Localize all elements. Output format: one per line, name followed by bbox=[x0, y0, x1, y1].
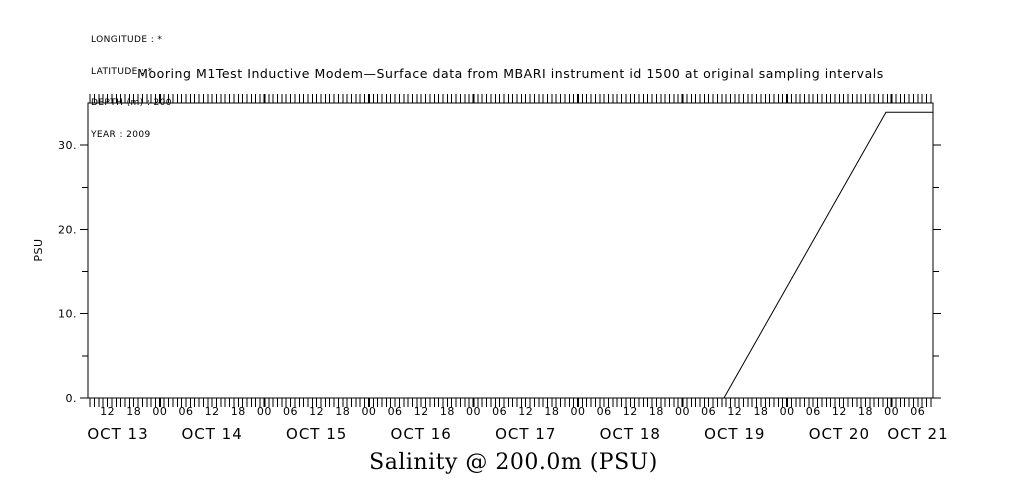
plot-frame bbox=[87, 102, 934, 399]
x-hour-label: 06 bbox=[597, 405, 612, 418]
x-hour-label: 06 bbox=[806, 405, 821, 418]
x-hour-label: 12 bbox=[832, 405, 847, 418]
x-hour-label: 12 bbox=[414, 405, 429, 418]
y-tick-label: 20. bbox=[58, 223, 77, 236]
x-hour-label: 18 bbox=[440, 405, 455, 418]
y-tick-label: 10. bbox=[58, 308, 77, 321]
x-hour-label: 00 bbox=[884, 405, 899, 418]
x-hour-label: 06 bbox=[388, 405, 403, 418]
x-hour-label: 06 bbox=[910, 405, 925, 418]
y-tick-label: 0. bbox=[66, 392, 78, 405]
x-date-label: OCT 19 bbox=[704, 425, 765, 443]
metadata-line-longitude: LONGITUDE : * bbox=[91, 35, 163, 45]
x-hour-label: 00 bbox=[780, 405, 795, 418]
x-hour-label: 18 bbox=[753, 405, 768, 418]
x-hour-label: 12 bbox=[518, 405, 533, 418]
x-date-label: OCT 16 bbox=[391, 425, 452, 443]
y-axis-title: PSU bbox=[32, 238, 45, 261]
x-hour-label: 00 bbox=[361, 405, 376, 418]
x-hour-label: 18 bbox=[231, 405, 246, 418]
x-date-label: OCT 18 bbox=[600, 425, 661, 443]
x-date-label: OCT 20 bbox=[809, 425, 870, 443]
x-hour-label: 18 bbox=[858, 405, 873, 418]
x-hour-label: 00 bbox=[675, 405, 690, 418]
x-hour-label: 06 bbox=[492, 405, 507, 418]
x-hour-label: 00 bbox=[257, 405, 272, 418]
x-hour-label: 12 bbox=[309, 405, 324, 418]
x-hour-label: 18 bbox=[335, 405, 350, 418]
metadata-line-year: YEAR : 2009 bbox=[91, 129, 151, 140]
x-date-label: OCT 17 bbox=[495, 425, 556, 443]
x-hour-label: 06 bbox=[701, 405, 716, 418]
x-hour-label: 12 bbox=[727, 405, 742, 418]
figure-caption: Salinity @ 200.0m (PSU) bbox=[369, 450, 658, 475]
x-hour-label: 00 bbox=[571, 405, 586, 418]
x-hour-label: 06 bbox=[179, 405, 194, 418]
x-hour-label: 18 bbox=[126, 405, 141, 418]
x-hour-label: 00 bbox=[466, 405, 481, 418]
x-hour-label: 18 bbox=[544, 405, 559, 418]
x-date-label: OCT 21 bbox=[887, 425, 948, 443]
x-date-label: OCT 15 bbox=[286, 425, 347, 443]
x-hour-label: 12 bbox=[100, 405, 115, 418]
metadata-line-latitude: LATITUDE : * bbox=[91, 66, 153, 77]
x-date-label: OCT 13 bbox=[87, 425, 148, 443]
x-hour-label: 18 bbox=[649, 405, 664, 418]
y-tick-label: 30. bbox=[58, 139, 77, 152]
chart-title: Mooring M1Test Inductive Modem—Surface d… bbox=[137, 66, 884, 81]
x-hour-label: 12 bbox=[205, 405, 220, 418]
x-date-label: OCT 14 bbox=[181, 425, 242, 443]
x-hour-label: 12 bbox=[623, 405, 638, 418]
x-hour-label: 06 bbox=[283, 405, 298, 418]
x-hour-label: 00 bbox=[152, 405, 167, 418]
data-line bbox=[88, 111, 933, 399]
